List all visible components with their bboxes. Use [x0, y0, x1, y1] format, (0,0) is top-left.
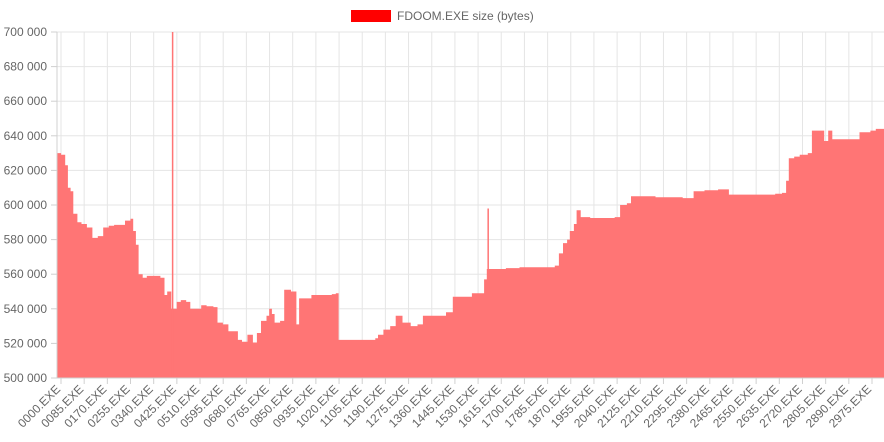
y-tick-label: 580 000: [4, 233, 48, 247]
plot-area: [57, 32, 884, 378]
y-tick-label: 700 000: [4, 25, 48, 39]
y-axis: 500 000 520 000 540 000 560 000 580 000 600 0…: [4, 25, 58, 385]
y-tick-label: 520 000: [4, 336, 48, 350]
legend-label: FDOOM.EXE size (bytes): [397, 9, 534, 23]
y-tick-label: 560 000: [4, 267, 48, 281]
y-tick-label: 540 000: [4, 302, 48, 316]
y-tick-label: 640 000: [4, 129, 48, 143]
legend[interactable]: FDOOM.EXE size (bytes): [351, 9, 534, 23]
y-tick-label: 500 000: [4, 371, 48, 385]
y-tick-label: 680 000: [4, 60, 48, 74]
series-area: [57, 128, 884, 378]
y-tick-label: 620 000: [4, 163, 48, 177]
y-tick-label: 660 000: [4, 94, 48, 108]
y-tick-label: 600 000: [4, 198, 48, 212]
x-axis: 0000.EXE0085.EXE0170.EXE0255.EXE0340.EXE…: [15, 377, 884, 430]
legend-swatch: [351, 10, 391, 22]
